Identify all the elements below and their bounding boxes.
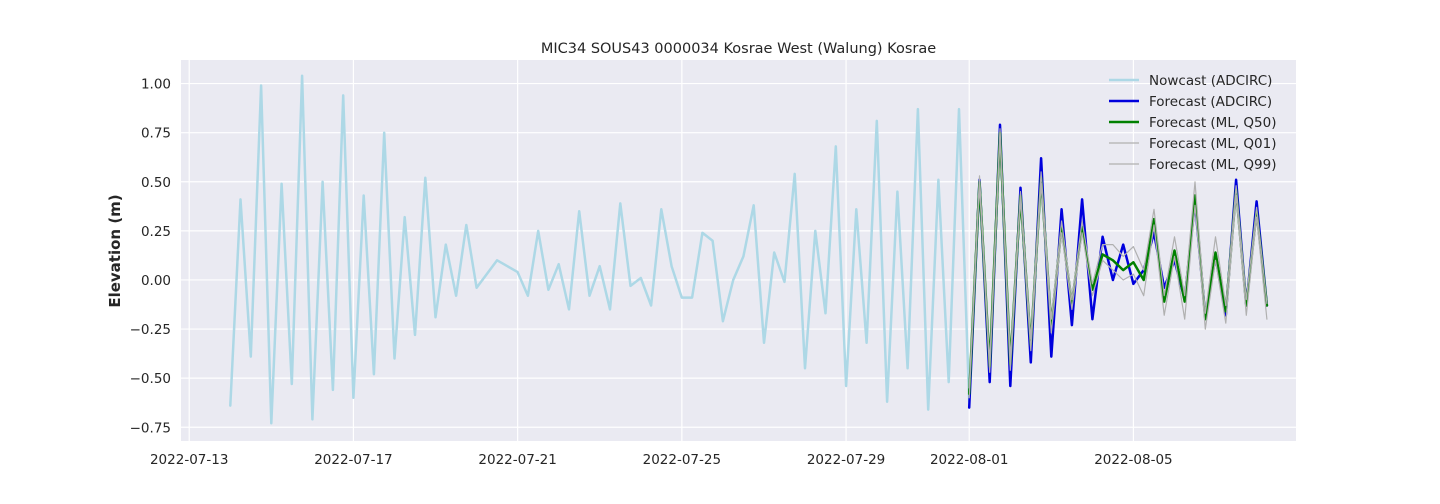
legend-label-forecast-ml-q99: Forecast (ML, Q99) <box>1149 157 1277 173</box>
y-axis-ticks: 1.00 0.75 0.50 0.25 0.00 −0.25 −0.50 −0.75 <box>130 77 171 437</box>
chart-title: MIC34 SOUS43 0000034 Kosrae West (Walung… <box>541 41 936 57</box>
x-tick-label: 2022-07-21 <box>478 452 556 468</box>
x-tick-label: 2022-08-01 <box>930 452 1008 468</box>
y-tick-label: 1.00 <box>141 77 171 93</box>
legend-label-nowcast-adcirc: Nowcast (ADCIRC) <box>1149 73 1272 89</box>
x-tick-label: 2022-08-05 <box>1094 452 1172 468</box>
x-tick-label: 2022-07-25 <box>643 452 721 468</box>
legend-label-forecast-adcirc: Forecast (ADCIRC) <box>1149 94 1272 110</box>
y-tick-label: −0.75 <box>130 420 171 436</box>
y-tick-label: −0.25 <box>130 322 171 338</box>
series-line-nowcast-adcirc <box>229 74 971 425</box>
series-line-forecast-ml-q99 <box>968 128 1268 389</box>
grid <box>181 60 1296 441</box>
y-axis-label: Elevation (m) <box>106 194 124 307</box>
y-tick-label: 0.50 <box>141 175 171 191</box>
y-tick-label: 0.75 <box>141 126 171 142</box>
x-axis-ticks: 2022-07-13 2022-07-17 2022-07-21 2022-07-25… <box>150 452 1173 468</box>
y-tick-label: 0.25 <box>141 224 171 240</box>
series-layer <box>229 74 1269 425</box>
x-tick-label: 2022-07-17 <box>314 452 392 468</box>
x-tick-label: 2022-07-13 <box>150 452 228 468</box>
y-tick-label: 0.00 <box>141 273 171 289</box>
legend-label-forecast-ml-q01: Forecast (ML, Q01) <box>1149 136 1277 152</box>
y-tick-label: −0.50 <box>130 371 171 387</box>
x-tick-label: 2022-07-29 <box>807 452 885 468</box>
legend-label-forecast-ml-q50: Forecast (ML, Q50) <box>1149 115 1277 131</box>
legend: Nowcast (ADCIRC) Forecast (ADCIRC) Forecas… <box>1109 73 1277 173</box>
